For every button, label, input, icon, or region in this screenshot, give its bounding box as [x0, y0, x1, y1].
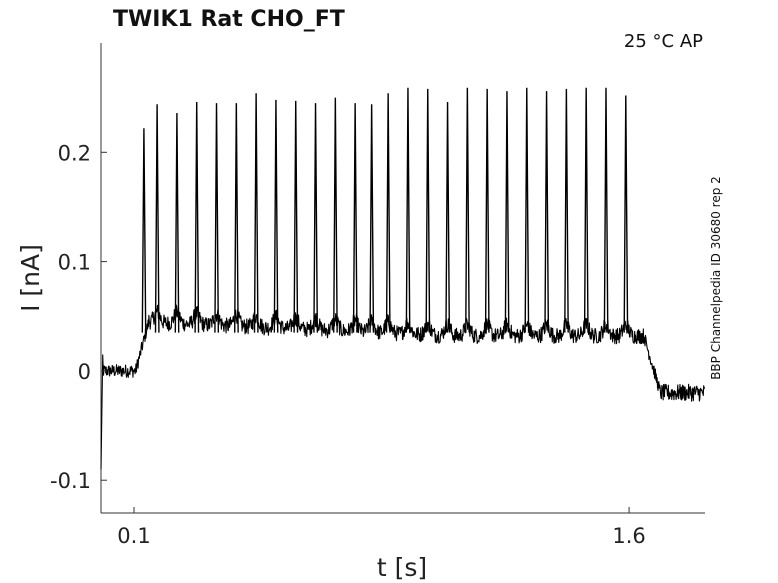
side-label: BBP Channelpedia ID 30680 rep 2 [709, 176, 723, 380]
spike-mark [154, 104, 160, 333]
spike-mark [141, 128, 147, 333]
spike-mark [425, 88, 431, 333]
spike-series [141, 87, 629, 333]
spike-mark [445, 102, 451, 333]
spike-mark [405, 87, 411, 333]
spike-mark [313, 103, 319, 333]
spike-mark [504, 91, 510, 333]
spike-mark [583, 87, 589, 333]
y-tick-label: 0.2 [58, 141, 91, 165]
spike-mark [214, 103, 220, 333]
x-ticks: 0.1 1.6 [117, 507, 646, 548]
spike-mark [524, 87, 530, 333]
spike-mark [385, 93, 391, 333]
chart-title: TWIK1 Rat CHO_FT [113, 7, 345, 32]
x-tick-label: 0.1 [117, 524, 150, 548]
spike-mark [623, 95, 629, 333]
spike-mark [465, 87, 470, 333]
spike-mark [333, 97, 338, 333]
spike-mark [564, 88, 569, 333]
spike-mark [174, 112, 180, 333]
y-tick-label: -0.1 [50, 469, 91, 493]
spike-mark [293, 100, 299, 333]
spike-mark [194, 102, 200, 333]
spike-mark [234, 103, 239, 333]
plot-area [100, 43, 706, 514]
y-tick-label: 0 [78, 360, 91, 384]
y-ticks: -0.1 0 0.1 0.2 [50, 141, 107, 493]
x-tick-label: 1.6 [612, 524, 645, 548]
x-axis-label: t [s] [377, 553, 427, 582]
spike-mark [253, 93, 259, 333]
spike-mark [484, 88, 490, 333]
condition-annotation: 25 °C AP [624, 31, 703, 52]
spike-mark [352, 103, 358, 333]
spike-mark [544, 91, 550, 333]
y-tick-label: 0.1 [58, 251, 91, 275]
spike-mark [369, 104, 375, 333]
spike-mark [273, 99, 279, 333]
y-axis-label: I [nA] [16, 244, 45, 312]
spike-mark [603, 87, 609, 333]
current-trace [100, 304, 706, 470]
